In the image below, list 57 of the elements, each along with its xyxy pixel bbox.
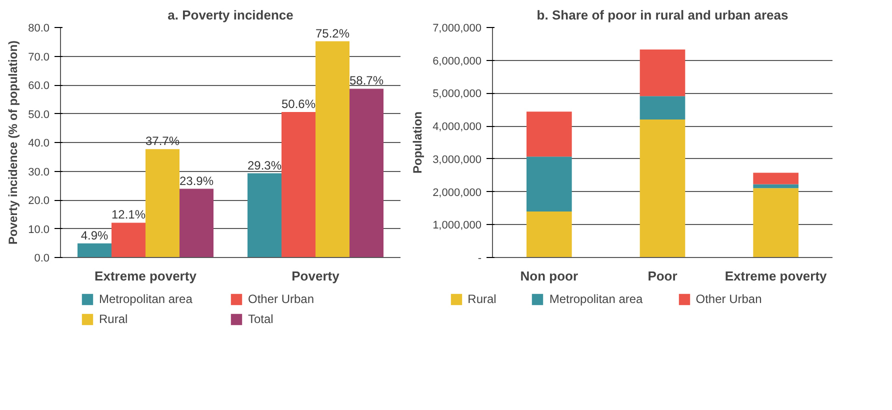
bar xyxy=(282,112,316,258)
x-tick-label: Poverty xyxy=(292,268,340,284)
chart-title: a. Poverty incidence xyxy=(168,8,294,22)
y-tick-label: 30.0 xyxy=(28,166,50,178)
legend-label: Total xyxy=(248,312,274,326)
bar xyxy=(526,112,572,157)
data-label: 58.7% xyxy=(349,74,384,88)
bar xyxy=(640,120,686,258)
y-tick-label: 50.0 xyxy=(28,108,50,121)
legend-label: Metropolitan area xyxy=(549,292,643,306)
y-axis-title: Poverty incidence (% of population) xyxy=(6,40,20,245)
bar xyxy=(180,188,214,258)
x-tick-label: Poor xyxy=(648,268,678,284)
data-label: 23.9% xyxy=(179,174,214,188)
bar xyxy=(753,184,798,188)
bar xyxy=(753,172,798,184)
x-tick-label: Non poor xyxy=(520,268,578,284)
bar xyxy=(526,156,572,212)
bar xyxy=(350,88,384,258)
y-tick-label: 60.0 xyxy=(28,80,50,92)
data-label: 4.9% xyxy=(80,228,109,242)
bar xyxy=(316,41,350,258)
y-tick-label: 4,000,000 xyxy=(432,121,482,134)
y-tick-label: 7,000,000 xyxy=(432,22,482,34)
y-tick-label: 40.0 xyxy=(28,138,50,150)
bar xyxy=(248,173,282,258)
bar xyxy=(112,222,146,258)
y-tick-label: 6,000,000 xyxy=(432,55,482,68)
bar xyxy=(640,50,686,96)
y-tick-label: 1,000,000 xyxy=(432,220,482,232)
x-tick-label: Extreme poverty xyxy=(94,268,198,284)
y-tick-label: 70.0 xyxy=(28,51,50,64)
data-label: 12.1% xyxy=(111,208,146,222)
y-tick-label: 0.0 xyxy=(34,252,50,264)
legend-label: Other Urban xyxy=(248,292,316,306)
data-label: 50.6% xyxy=(281,97,316,112)
legend-label: Other Urban xyxy=(696,292,762,306)
data-label: 75.2% xyxy=(315,26,350,40)
y-tick-label: 10.0 xyxy=(28,224,50,236)
y-axis-title: Population xyxy=(410,111,425,174)
chart-title: b. Share of poor in rural and urban areas xyxy=(536,8,788,22)
data-label: 29.3% xyxy=(247,158,282,172)
legend-label: Metropolitan area xyxy=(99,292,194,306)
y-tick-label: 5,000,000 xyxy=(432,88,482,100)
bar xyxy=(753,188,798,258)
legend-label: Rural xyxy=(468,292,496,306)
y-tick-label: 3,000,000 xyxy=(432,154,482,166)
legend-label: Rural xyxy=(99,312,129,326)
bar xyxy=(146,149,180,258)
bar xyxy=(640,96,686,120)
y-tick-label: 80.0 xyxy=(28,22,50,34)
y-tick-label: 2,000,000 xyxy=(432,186,482,199)
y-tick-label: - xyxy=(478,252,482,264)
bar xyxy=(78,243,112,258)
bar xyxy=(526,212,572,258)
x-tick-label: Extreme poverty xyxy=(724,268,828,284)
y-tick-label: 20.0 xyxy=(28,195,50,207)
